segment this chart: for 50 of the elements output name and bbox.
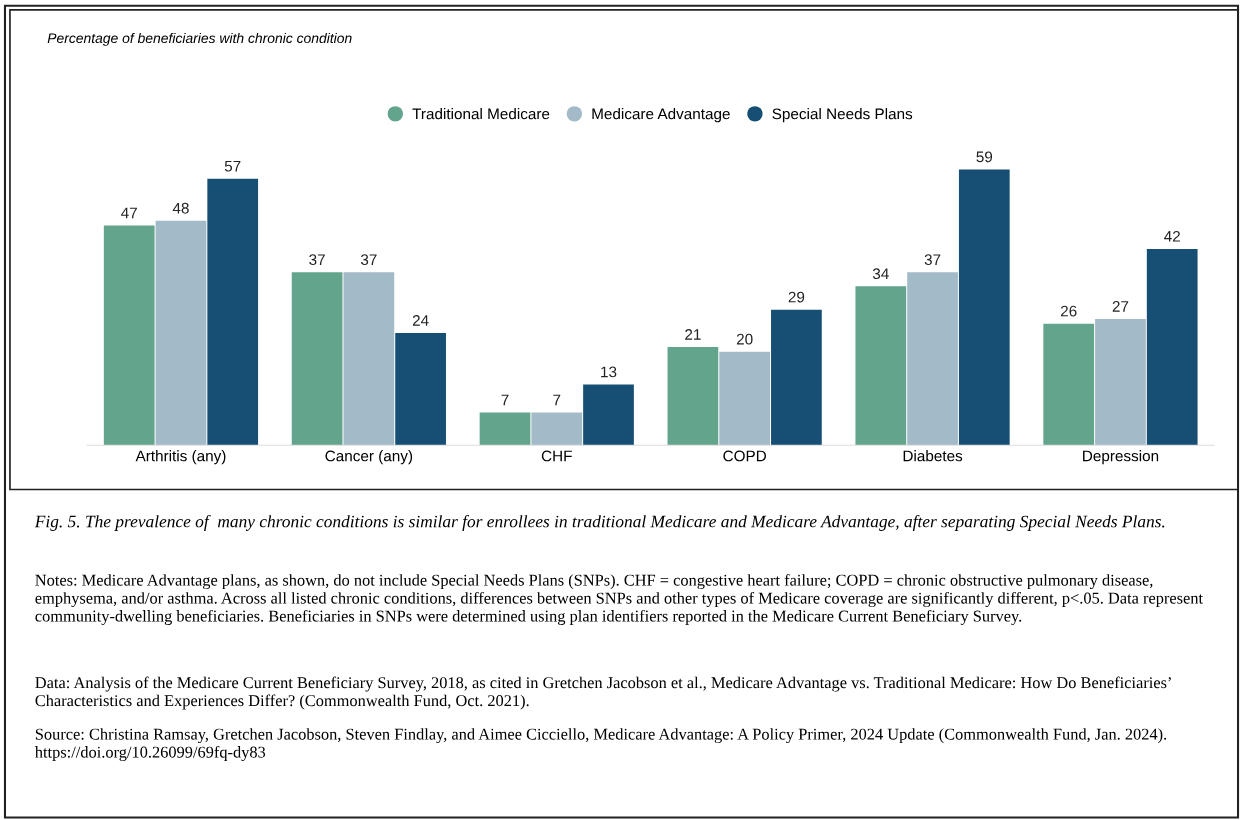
data-label: 20 — [736, 333, 753, 345]
data-label: 24 — [412, 315, 429, 326]
bar — [958, 169, 1010, 446]
bar — [907, 272, 958, 446]
data-label: 7 — [553, 394, 561, 406]
x-tick-label: Cancer (any) — [325, 450, 413, 465]
data-label: 29 — [788, 291, 805, 303]
text: Data: Analysis of the Medicare Current Beneficiary Survey, 2018, as cited in Gretchen Jacobson et al., Medicare Advantage vs. Traditional Medicare: How Do Beneficiaries’ Characteristics and Experiences Differ? (Commonwealth Fund, Oct. 2021). — [35, 676, 1171, 710]
data-label: 42 — [1164, 230, 1180, 242]
caption: Fig. 5. The prevalence of many chronic conditions is similar for enrollees in traditional Medicare and Medicare Advantage, after separating Special Needs Plans. — [34, 514, 1165, 531]
data-label: 37 — [924, 254, 941, 266]
legend-label: Special Needs Plans — [772, 108, 913, 123]
data-label: 37 — [309, 254, 325, 266]
x-tick-label: Arthritis (any) — [135, 450, 226, 465]
data-label: 26 — [1060, 305, 1077, 317]
x-tick-label: CHF — [541, 450, 572, 462]
data-label: 48 — [172, 202, 189, 214]
data-label: 57 — [224, 160, 241, 172]
legend-label: Traditional Medicare — [412, 108, 550, 120]
data-label: 34 — [872, 268, 889, 280]
data-label: 7 — [501, 394, 509, 406]
x-tick-label: COPD — [723, 450, 766, 462]
bar — [667, 347, 719, 446]
bar — [155, 220, 207, 446]
source-note: Source: Christina Ramsay, Gretchen Jacobson, Steven Findlay, and Aimee Cicciello, Medicare Advantage: A Policy Primer, 2024 Update (Commonwealth Fund, Jan. 2024). https://doi.org/10.26099/69fq-dy83 — [34, 728, 1167, 762]
data-label: 13 — [601, 366, 617, 378]
data-label: 27 — [1112, 301, 1129, 312]
bar — [291, 272, 343, 446]
bar — [719, 351, 771, 446]
data-label: 59 — [976, 151, 993, 163]
bar — [1146, 248, 1198, 446]
bar — [479, 412, 531, 446]
bar — [855, 286, 907, 446]
bar — [583, 384, 634, 446]
x-tick-label: Depression — [1083, 450, 1159, 465]
bar — [103, 225, 155, 446]
data-label: 37 — [360, 254, 377, 266]
bar — [1095, 319, 1146, 446]
data-label: 21 — [685, 329, 701, 340]
bar — [531, 412, 583, 446]
legend-label: Medicare Advantage — [592, 108, 730, 123]
bar — [207, 178, 259, 446]
data-label: 47 — [121, 207, 137, 219]
bar — [1043, 323, 1095, 446]
chart-title: Percentage of beneficiaries with chronic condition — [47, 32, 352, 46]
bar — [771, 309, 822, 446]
bar — [395, 333, 446, 446]
text: Notes: Medicare Advantage plans, as shown, do not include Special Needs Plans (SNPs). CHF = congestive heart failure; COPD = chronic obstructive pulmonary disease, emphysema, and/or asthma. Across all listed chronic conditions, differences between SNPs and other types of Medicare coverage are significantly different, p<.05. Data represent community-dwelling beneficiaries. Beneficiaries in SNPs were determined using plan identifiers reported in the Medicare Current Beneficiary Survey. — [35, 574, 1203, 625]
x-tick-label: Diabetes — [903, 450, 963, 462]
bar — [343, 272, 395, 446]
